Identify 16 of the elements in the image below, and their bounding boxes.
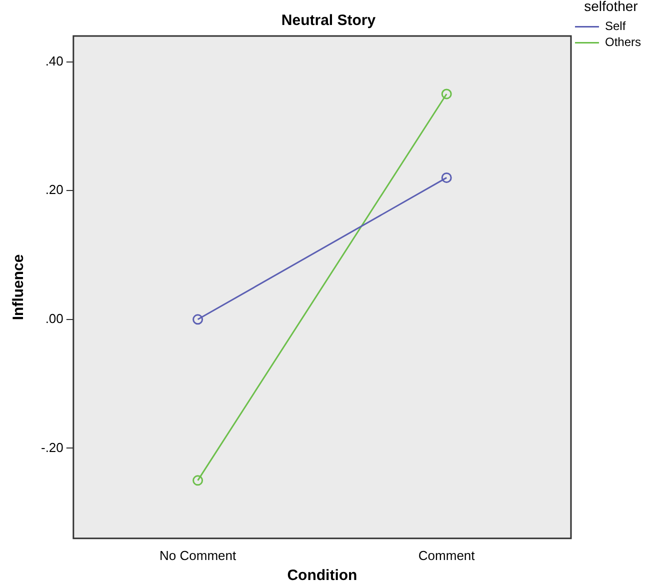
- legend-label: Self: [604, 19, 626, 34]
- y-tick-label: -.20: [40, 440, 64, 455]
- chart-title: Neutral Story: [281, 12, 376, 30]
- x-axis-title: Condition: [287, 567, 358, 584]
- y-tick-label: .40: [45, 53, 64, 68]
- point: [192, 475, 204, 486]
- x-tick-label: Comment: [418, 548, 476, 563]
- y-tick-label: .00: [45, 310, 64, 326]
- y-tick-label: .20: [45, 182, 64, 198]
- legend-label: Others: [604, 35, 642, 50]
- y-axis-title: Influence: [10, 254, 28, 320]
- point: [441, 172, 452, 183]
- point: [192, 314, 204, 325]
- x-tick-label: No Comment: [160, 548, 236, 563]
- point: [441, 88, 452, 100]
- legend-title: selfother: [584, 0, 638, 14]
